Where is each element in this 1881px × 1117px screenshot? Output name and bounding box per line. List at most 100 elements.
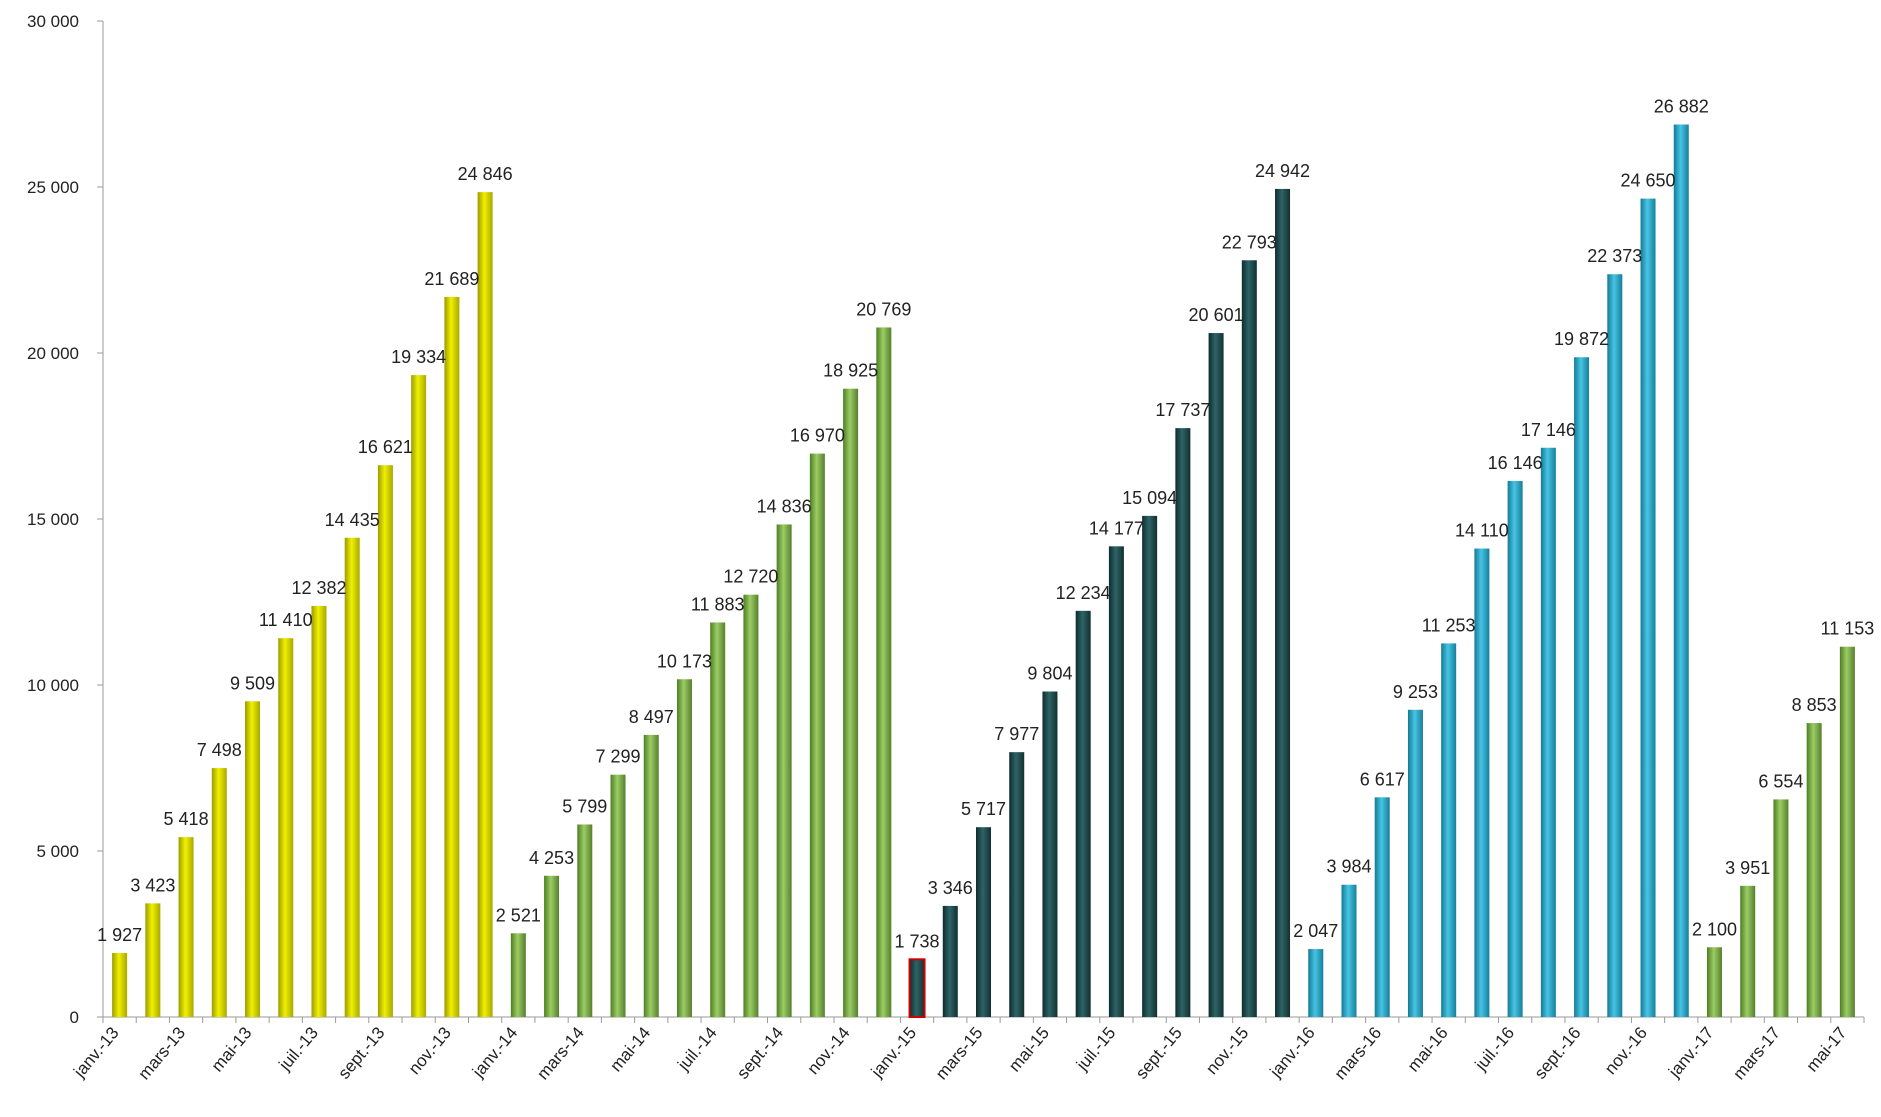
bar-avr.-15 [1009,752,1025,1017]
data-label: 14 435 [325,510,380,530]
bar-févr.-17 [1740,885,1756,1017]
bar-avr.-16 [1407,709,1423,1017]
x-tick-label: juil.-15 [1072,1023,1119,1074]
data-label: 24 650 [1620,171,1675,191]
data-label: 14 177 [1089,518,1144,538]
data-label: 10 173 [657,651,712,671]
data-label: 8 497 [629,707,674,727]
data-label: 3 423 [130,875,175,895]
x-tick-label: mars-16 [1331,1023,1386,1083]
data-label: 1 738 [895,931,940,951]
x-tick-label: nov.-16 [1601,1023,1651,1078]
x-tick-label: juil.-16 [1471,1023,1518,1074]
data-label: 9 509 [230,673,275,693]
data-label: 5 418 [164,809,209,829]
data-label: 3 951 [1725,858,1770,878]
data-label: 11 253 [1422,615,1476,635]
x-tick-label: janv.-16 [1266,1023,1319,1081]
bar-août-13 [344,537,360,1017]
bar-mars-15 [976,827,991,1017]
x-tick-label: mars-14 [533,1023,588,1083]
data-label: 12 234 [1056,583,1111,603]
data-label: 18 925 [823,361,878,381]
data-label: 22 793 [1222,232,1277,252]
bar-mars-13 [178,837,194,1017]
data-label: 12 720 [723,567,778,587]
x-tick-label: mai-17 [1802,1023,1850,1075]
data-label: 22 373 [1587,246,1642,266]
bar-déc.-14 [876,327,892,1017]
data-label: 15 094 [1122,488,1177,508]
bar-nov.-16 [1640,198,1656,1017]
bar-août-14 [743,594,759,1017]
x-tick-label: mars-15 [932,1023,987,1083]
data-label: 7 299 [595,747,640,767]
bar-oct.-14 [809,453,825,1017]
bar-nov.-15 [1241,260,1257,1017]
data-label: 7 498 [197,740,242,760]
x-tick-label: sept.-16 [1531,1023,1585,1082]
x-tick-label: janv.-17 [1664,1023,1717,1081]
data-label: 21 689 [424,269,479,289]
data-label: 16 146 [1488,453,1543,473]
x-tick-label: mars-17 [1729,1023,1784,1083]
bar-oct.-16 [1607,274,1623,1017]
x-tick-label: sept.-13 [334,1023,388,1082]
bars [112,124,1855,1018]
x-tick-label: nov.-15 [1202,1023,1252,1078]
bar-janv.-14 [510,933,526,1017]
bar-juil.-15 [1108,546,1124,1017]
x-tick-label: juil.-14 [673,1023,720,1074]
data-label: 2 100 [1692,919,1737,939]
x-tick-label: nov.-13 [405,1023,455,1078]
data-label: 6 554 [1758,771,1803,791]
data-label: 7 977 [994,724,1039,744]
bar-avr.-13 [211,768,227,1017]
bar-févr.-16 [1341,884,1357,1017]
bar-mars-14 [577,824,593,1017]
data-label: 17 146 [1521,420,1576,440]
bar-janv.-16 [1308,949,1324,1017]
bar-févr.-15 [942,905,958,1017]
data-label: 3 346 [928,878,973,898]
data-label: 19 334 [391,347,446,367]
bar-sept.-13 [377,465,393,1017]
x-tick-label: mai-14 [606,1023,654,1075]
bar-nov.-14 [843,388,859,1017]
bar-mai-16 [1441,643,1457,1017]
y-tick-label: 25 000 [27,178,79,197]
bar-févr.-13 [145,903,161,1017]
data-label: 2 047 [1293,921,1338,941]
bar-déc.-16 [1673,124,1689,1018]
x-tick-label: sept.-14 [733,1023,787,1082]
data-label: 5 799 [562,796,607,816]
bar-juin-14 [676,679,692,1017]
y-axis: 0 5 000 10 000 15 000 20 000 25 000 30 000 [27,12,104,1027]
data-label: 16 970 [790,426,845,446]
bar-janv.-13 [112,953,128,1017]
data-label: 14 836 [757,496,812,516]
bar-juil.-13 [311,605,327,1017]
data-label: 20 769 [856,299,911,319]
data-label: 24 942 [1255,161,1310,181]
bar-sept.-16 [1574,357,1590,1017]
bar-juil.-14 [710,622,726,1017]
bar-mars-17 [1773,799,1789,1017]
data-label: 16 621 [358,437,413,457]
bar-oct.-13 [411,375,427,1017]
bar-mai-15 [1042,691,1058,1017]
bar-déc.-13 [477,192,493,1017]
y-tick-label: 5 000 [36,842,79,861]
data-label: 12 382 [291,578,346,598]
data-labels: 1 927 3 423 5 418 7 498 9 509 11 410 12 382 14 … [97,97,1874,952]
data-label: 26 882 [1654,97,1709,117]
data-label: 5 717 [961,799,1006,819]
x-tick-label: mars-13 [134,1023,189,1083]
data-label: 9 804 [1027,664,1072,684]
x-tick-label: nov.-14 [803,1023,853,1078]
bar-mai-13 [245,701,261,1017]
data-label: 2 521 [496,905,541,925]
x-tick-label: juil.-13 [275,1023,322,1074]
data-label: 11 410 [259,610,313,630]
